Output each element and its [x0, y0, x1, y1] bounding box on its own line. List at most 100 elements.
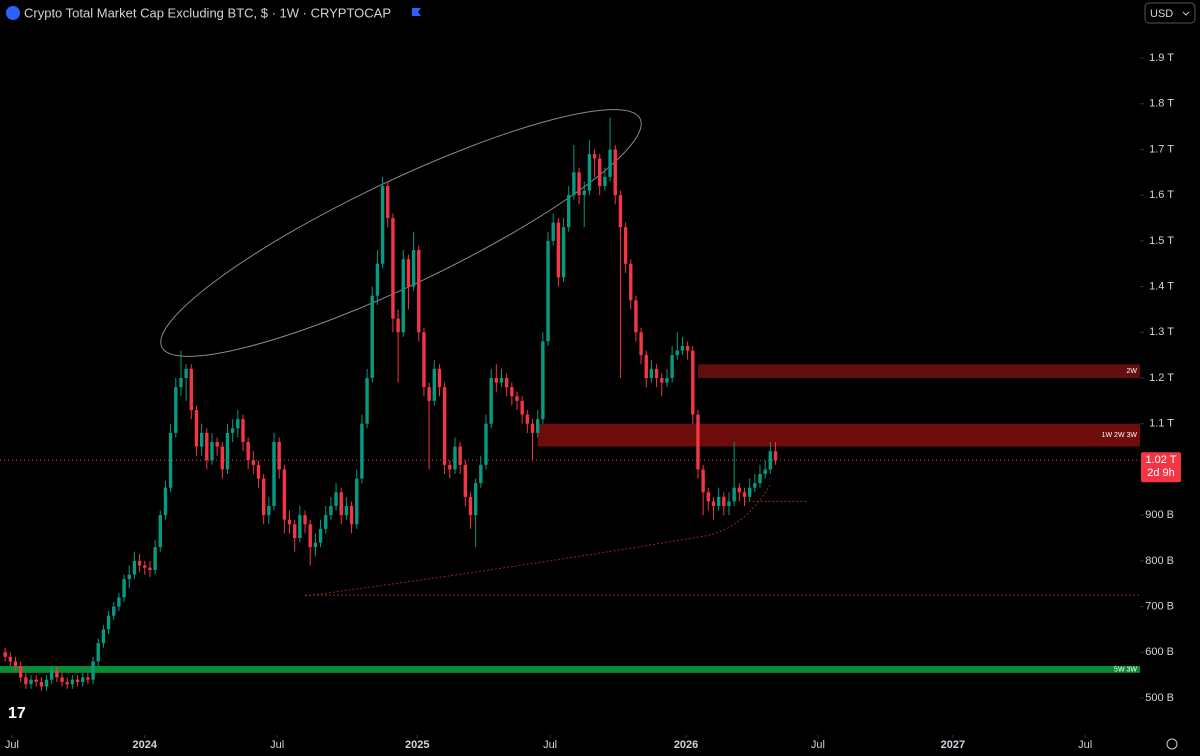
candle-body	[561, 227, 566, 278]
candle-body	[556, 222, 561, 278]
zone	[0, 665, 1140, 673]
candle-body	[618, 195, 623, 228]
candle-body	[50, 670, 54, 680]
candle-body	[742, 492, 747, 497]
candle-body	[246, 442, 250, 461]
candle-body	[727, 501, 731, 506]
candle-body	[282, 469, 287, 520]
candle-body	[670, 355, 674, 379]
x-tick-label: Jul	[811, 739, 825, 751]
y-tick-label: 1.2 T	[1149, 372, 1174, 384]
candle-body	[375, 263, 380, 296]
currency-label[interactable]: USD	[1150, 8, 1173, 20]
candle-body	[101, 629, 106, 644]
candle-body	[318, 528, 323, 543]
candle-body	[608, 149, 612, 177]
zone	[697, 364, 1140, 379]
last-price-label: 1.02 T	[1146, 454, 1177, 466]
y-tick-label: 700 B	[1145, 600, 1174, 612]
candle-body	[96, 643, 100, 662]
flag-icon[interactable]	[412, 8, 421, 16]
zone-label: 5W 3W	[1114, 666, 1137, 673]
candle-body	[210, 442, 214, 461]
logo: 17	[8, 705, 26, 722]
candle-body	[696, 414, 700, 470]
candle-body	[380, 186, 385, 264]
candle-body	[34, 679, 38, 682]
currency-button[interactable]	[1144, 2, 1196, 24]
candle-body	[122, 579, 126, 598]
candle-body	[8, 656, 13, 662]
candle-body	[582, 190, 586, 196]
candle-body	[541, 341, 545, 420]
y-tick-label: 1.5 T	[1149, 235, 1174, 247]
candle-body	[551, 222, 555, 241]
candle-body	[174, 387, 178, 433]
candle-body	[489, 378, 493, 424]
currency-caret[interactable]	[1182, 11, 1190, 16]
candle-body	[406, 259, 411, 287]
candle-body	[629, 263, 633, 301]
zone-label: 1W 2W 3W	[1102, 432, 1138, 439]
candle-body	[39, 681, 44, 687]
candle-body	[468, 496, 473, 516]
candle-body	[334, 492, 338, 506]
candle-body	[603, 176, 607, 187]
candle-body	[722, 496, 726, 506]
candle-body	[639, 332, 643, 356]
y-tick-label: 1.6 T	[1149, 189, 1174, 201]
candle-body	[148, 567, 152, 570]
candle-body	[153, 547, 157, 570]
candle-body	[592, 154, 597, 159]
candle-body	[504, 378, 509, 388]
candle-body	[411, 250, 416, 287]
candle-body	[230, 428, 235, 433]
candle-body	[360, 423, 364, 479]
candle-body	[711, 501, 716, 506]
candle-body	[701, 469, 705, 493]
y-tick-label: 1.9 T	[1149, 52, 1174, 64]
candle-body	[510, 387, 514, 397]
candle-body	[660, 378, 664, 383]
candle-body	[432, 368, 436, 401]
candle-body	[225, 432, 230, 470]
candle-body	[644, 355, 648, 379]
candle-body	[530, 423, 535, 433]
candle-body	[525, 414, 530, 424]
candle-body	[112, 606, 116, 616]
candle-body	[339, 492, 343, 516]
x-tick-label: Jul	[1078, 739, 1092, 751]
ellipse-drawing	[160, 109, 642, 357]
candle-body	[365, 378, 369, 424]
candle-body	[370, 295, 374, 379]
candle-body	[205, 432, 209, 461]
candle-body	[168, 432, 173, 488]
candle-body	[91, 661, 95, 680]
candle-body	[241, 419, 245, 443]
candle-body	[685, 346, 690, 351]
candle-body	[184, 368, 188, 379]
x-tick-label: 2026	[674, 739, 698, 751]
candle-body	[179, 378, 183, 388]
y-tick-label: 1.4 T	[1149, 281, 1174, 293]
candle-body	[417, 250, 421, 333]
candle-body	[355, 478, 359, 525]
candle-body	[117, 597, 121, 607]
candle-body	[189, 368, 193, 411]
candles	[3, 117, 778, 692]
candle-body	[422, 332, 426, 388]
candle-body	[691, 350, 695, 415]
countdown-label: 2d 9h	[1147, 467, 1175, 479]
candle-body	[137, 560, 142, 566]
candle-body	[256, 464, 261, 479]
candle-body	[199, 432, 204, 447]
zone	[537, 423, 1140, 447]
candle-body	[479, 464, 483, 484]
candle-body	[401, 259, 405, 333]
candle-body	[499, 378, 504, 383]
candle-body	[18, 665, 23, 678]
settings-icon[interactable]	[1166, 738, 1178, 750]
candle-body	[587, 154, 592, 191]
candle-body	[453, 446, 457, 470]
